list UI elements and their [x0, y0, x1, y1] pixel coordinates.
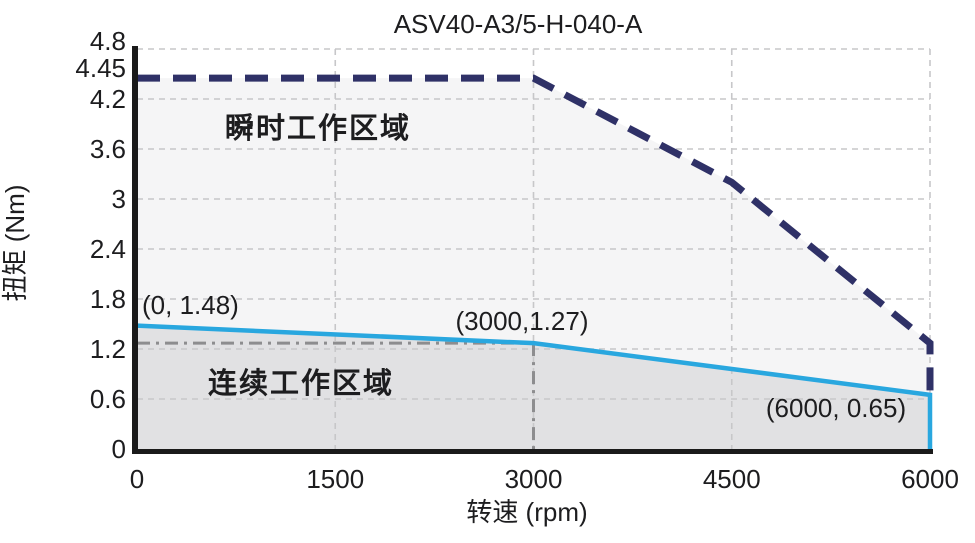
- y-tick-label-4.45: 4.45: [75, 53, 126, 83]
- y-tick-label-0.6: 0.6: [90, 384, 126, 414]
- tick-labels-layer: 0 0.6 1.2 1.8 2.4 3 3.6 4.24.454.8 0 1500 3000 4500…: [75, 26, 959, 494]
- continuous-region-label: 连续工作区域: [208, 367, 394, 400]
- y-tick-label-3.6: 3.6: [90, 134, 126, 164]
- axes-layer: [132, 46, 933, 454]
- annotation-3000-1.27: (3000,1.27): [456, 306, 589, 336]
- x-axis-label: 转速 (rpm): [466, 497, 587, 527]
- y-tick-label-1.2: 1.2: [90, 334, 126, 364]
- peak-region-label: 瞬时工作区域: [225, 112, 411, 145]
- y-tick-label-1.8: 1.8: [90, 284, 126, 314]
- x-tick-label-1500: 1500: [306, 464, 364, 494]
- y-tick-label-2.4: 2.4: [90, 234, 126, 264]
- series-lines-layer: [136, 74, 934, 449]
- x-tick-label-0: 0: [130, 464, 144, 494]
- y-tick-label-4.2: 4.2: [90, 84, 126, 114]
- continuous-torque-limit-line: [136, 323, 933, 449]
- annotation-0-1.48: (0, 1.48): [142, 290, 239, 320]
- y-tick-label-4.8: 4.8: [90, 26, 126, 56]
- x-tick-label-3000: 3000: [505, 464, 563, 494]
- x-tick-label-6000: 6000: [901, 464, 959, 494]
- y-axis-label: 扭矩 (Nm): [0, 185, 30, 302]
- peak-torque-limit-line: [137, 74, 934, 395]
- x-tick-label-4500: 4500: [703, 464, 761, 494]
- rated-point-guide-layer: [137, 341, 535, 449]
- chart-title: ASV40-A3/5-H-040-A: [394, 9, 643, 39]
- continuous-torque-limit-region-fill: [137, 325, 930, 449]
- y-tick-label-3: 3: [112, 184, 126, 214]
- annotation-6000-0.65: (6000, 0.65): [766, 393, 906, 423]
- y-tick-label-0: 0: [112, 434, 126, 464]
